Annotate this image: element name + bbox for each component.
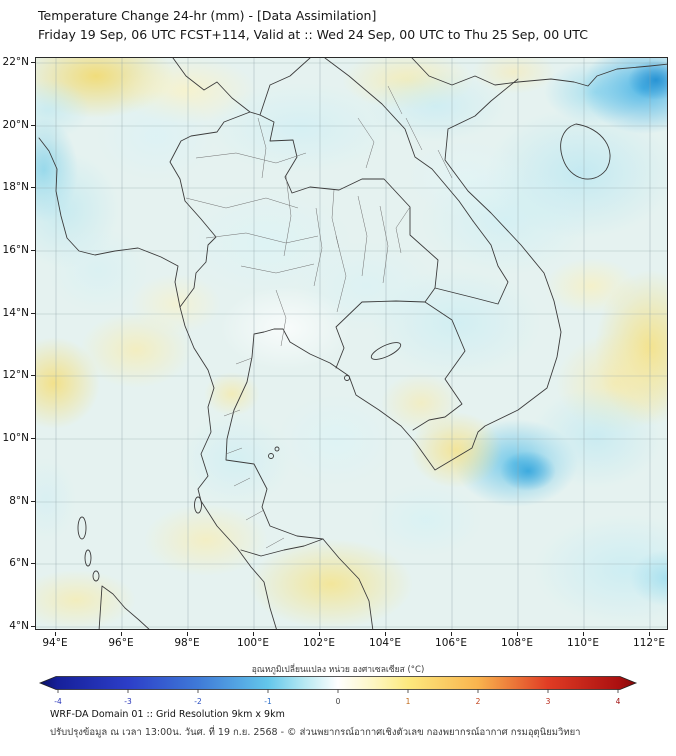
lon-tickmark <box>55 632 56 636</box>
coastline-sumatra-tip <box>98 585 150 629</box>
colorbar <box>38 676 638 693</box>
lon-tickmark <box>451 632 452 636</box>
lon-tick-label: 102°E <box>303 637 335 649</box>
border-vietnam-annamite <box>434 220 509 305</box>
lat-tickmark <box>31 125 35 126</box>
lon-tick-label: 98°E <box>174 637 200 649</box>
lon-tick-label: 108°E <box>501 637 533 649</box>
lat-tickmark <box>31 438 35 439</box>
page-subtitle-validity: Friday 19 Sep, 06 UTC FCST+114, Valid at… <box>38 27 588 42</box>
lat-tickmark <box>31 563 35 564</box>
border-cambodia-vietnam <box>412 301 466 431</box>
tonle-sap-lake <box>370 342 402 360</box>
lat-tickmark <box>31 250 35 251</box>
lat-tick-label: 8°N <box>9 494 29 507</box>
coastline-south-china <box>517 63 667 87</box>
lat-tick-label: 14°N <box>2 306 29 319</box>
lat-tickmark <box>31 62 35 63</box>
koh-chang-island <box>344 375 350 381</box>
koh-samui-island <box>268 453 274 459</box>
coastline-andaman-myanmar <box>38 137 277 629</box>
lat-tick-label: 12°N <box>2 368 29 381</box>
map-panel <box>35 57 668 630</box>
lat-tickmark <box>31 313 35 314</box>
footer-update-credit: ปรับปรุงข้อมูล ณ เวลา 13:00น. วันศ. ที่ … <box>50 727 581 738</box>
lon-tickmark <box>385 632 386 636</box>
lat-tickmark <box>31 375 35 376</box>
border-laos-china <box>259 58 311 116</box>
lon-tickmark <box>121 632 122 636</box>
lat-tick-label: 6°N <box>9 556 29 569</box>
colorbar-tick-label: -2 <box>194 697 202 706</box>
hainan-island <box>560 123 611 180</box>
phuket-island <box>194 496 202 514</box>
lon-tickmark <box>319 632 320 636</box>
province-borders <box>185 85 453 549</box>
lon-tickmark <box>649 632 650 636</box>
colorbar-tick-label: -3 <box>124 697 132 706</box>
coastline-vietnam-gulf-peninsula <box>225 78 562 629</box>
lon-tick-label: 110°E <box>567 637 599 649</box>
colorbar-tick-label: 2 <box>475 697 481 706</box>
footer-domain-info: WRF-DA Domain 01 :: Grid Resolution 9km … <box>50 709 285 720</box>
colorbar-tick-label: 4 <box>615 697 621 706</box>
koh-phangan-island <box>274 446 280 452</box>
lon-tickmark <box>517 632 518 636</box>
lat-tickmark <box>31 187 35 188</box>
lon-tickmark <box>253 632 254 636</box>
lat-tick-label: 16°N <box>2 243 29 256</box>
lon-tick-label: 104°E <box>369 637 401 649</box>
border-myanmar-china <box>172 58 251 113</box>
border-china-vietnam <box>411 58 519 86</box>
border-thailand-myanmar <box>169 111 261 308</box>
country-borders <box>38 58 667 629</box>
colorbar-tick-label: 3 <box>545 697 551 706</box>
border-thailand-malaysia <box>240 538 324 557</box>
colorbar-tick-label: 1 <box>405 697 411 706</box>
andaman-island <box>84 549 92 567</box>
border-laos-vietnam <box>324 58 474 222</box>
lat-tickmark <box>31 626 35 627</box>
page-title: Temperature Change 24-hr (mm) - [Data As… <box>38 8 377 23</box>
colorbar-tick-label: -1 <box>264 697 272 706</box>
lon-tick-label: 112°E <box>633 637 665 649</box>
andaman-island <box>77 516 87 540</box>
lat-tick-label: 10°N <box>2 431 29 444</box>
colorbar-label: อุณหภูมิเปลี่ยนแปลง หน่วย องศาเซลเซียส (… <box>251 665 425 675</box>
coastlines-layer <box>38 58 667 629</box>
lon-tickmark <box>187 632 188 636</box>
lon-tick-label: 106°E <box>435 637 467 649</box>
lat-tick-label: 4°N <box>9 619 29 632</box>
lat-tick-label: 20°N <box>2 118 29 131</box>
lat-tick-label: 18°N <box>2 180 29 193</box>
lon-tickmark <box>583 632 584 636</box>
lat-tick-label: 22°N <box>2 55 29 68</box>
lon-tick-label: 96°E <box>108 637 134 649</box>
lon-tick-label: 94°E <box>42 637 68 649</box>
lat-tickmark <box>31 501 35 502</box>
lon-tick-label: 100°E <box>237 637 269 649</box>
colorbar-tick-label: -4 <box>54 697 62 706</box>
andaman-island <box>92 570 100 582</box>
colorbar-tick-label: 0 <box>335 697 341 706</box>
